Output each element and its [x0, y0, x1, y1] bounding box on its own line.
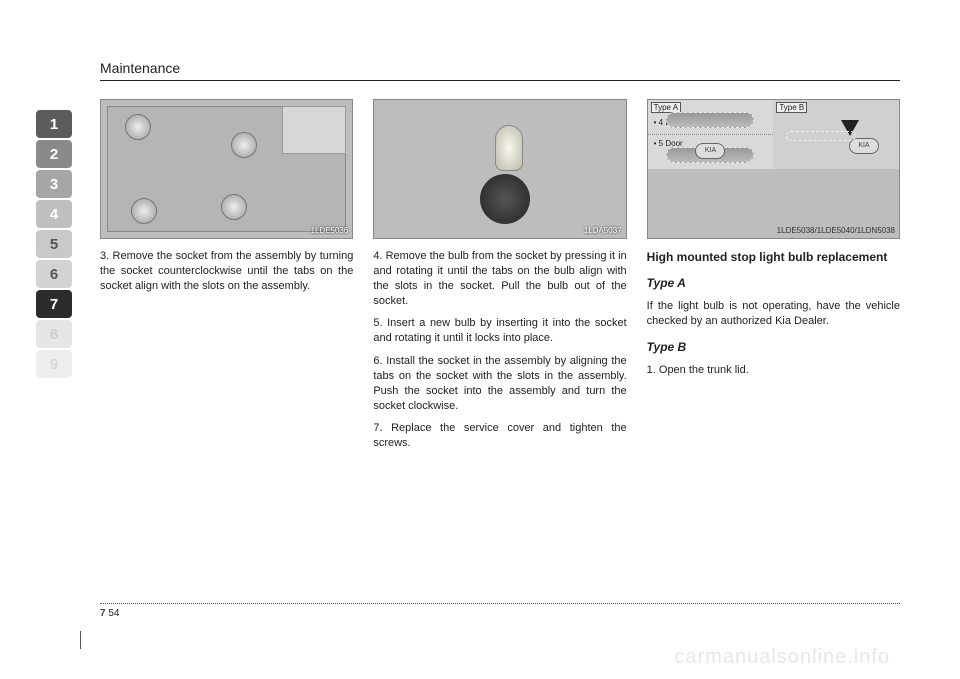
watermark: carmanualsonline.info	[674, 646, 890, 669]
inset-detail-graphic	[282, 106, 346, 154]
socket-hole-icon	[131, 198, 157, 224]
footer-tick	[80, 631, 81, 649]
type-b-step-1: 1. Open the trunk lid.	[647, 363, 900, 378]
tab-7: 7	[36, 290, 72, 318]
figure-caption: 1LDA5037	[584, 226, 622, 235]
tab-9: 9	[36, 350, 72, 378]
type-b-label: Type B	[776, 102, 807, 113]
step-7: 7. Replace the service cover and tighten…	[373, 421, 626, 451]
tab-label: 8	[50, 326, 58, 343]
subsection-heading: High mounted stop light bulb replacement	[647, 249, 900, 265]
bulb-graphic	[495, 125, 523, 171]
section-title: Maintenance	[100, 60, 900, 76]
socket-graphic	[480, 174, 530, 224]
step-6: 6. Install the socket in the assembly by…	[373, 354, 626, 413]
figure-socket-assembly: 1LDE5036	[100, 99, 353, 239]
tab-label: 6	[50, 266, 58, 283]
brake-light-graphic	[786, 131, 856, 141]
step-5: 5. Insert a new bulb by inserting it int…	[373, 316, 626, 346]
page-footer: 7 54	[100, 603, 900, 619]
chapter-number: 7	[100, 608, 106, 619]
tab-label: 2	[50, 146, 58, 163]
tab-label: 1	[50, 116, 58, 133]
tab-label: 3	[50, 176, 58, 193]
column-3: Type A • 4 Door • 5 Door KIA Type	[647, 99, 900, 459]
type-a-heading: Type A	[647, 275, 900, 291]
tab-3: 3	[36, 170, 72, 198]
socket-hole-icon	[221, 194, 247, 220]
page-number: 54	[108, 608, 119, 619]
tab-label: 5	[50, 236, 58, 253]
chapter-tabs: 1 2 3 4 5 6 7 8 9	[36, 110, 72, 380]
figure-panels: Type A • 4 Door • 5 Door KIA Type	[648, 100, 899, 238]
panel-type-b: Type B KIA	[773, 100, 899, 169]
panel-type-a: Type A • 4 Door • 5 Door KIA	[648, 100, 774, 169]
body-text: 4. Remove the bulb from the socket by pr…	[373, 249, 626, 451]
page: Maintenance 1 2 3 4 5 6 7 8 9 1LDE5036 3…	[0, 0, 960, 679]
type-a-text: If the light bulb is not operating, have…	[647, 299, 900, 329]
panel-4-door: Type A • 4 Door	[648, 100, 774, 135]
tab-label: 4	[50, 206, 58, 223]
step-3: 3. Remove the socket from the assembly b…	[100, 249, 353, 294]
tab-2: 2	[36, 140, 72, 168]
panel-5-door: • 5 Door KIA	[648, 135, 774, 169]
socket-hole-icon	[231, 132, 257, 158]
tab-8: 8	[36, 320, 72, 348]
figure-caption: 1LDE5038/1LDE5040/1LDN5038	[777, 226, 895, 235]
panel-top-row: Type A • 4 Door • 5 Door KIA Type	[648, 100, 899, 169]
kia-badge: KIA	[695, 143, 725, 159]
column-2: 1LDA5037 4. Remove the bulb from the soc…	[373, 99, 626, 459]
figure-bulb-socket: 1LDA5037	[373, 99, 626, 239]
type-b-heading: Type B	[647, 339, 900, 355]
tab-label: 9	[50, 356, 58, 373]
tab-6: 6	[36, 260, 72, 288]
socket-hole-icon	[125, 114, 151, 140]
tab-5: 5	[36, 230, 72, 258]
figure-caption: 1LDE5036	[311, 226, 349, 235]
body-text: 3. Remove the socket from the assembly b…	[100, 249, 353, 294]
tab-4: 4	[36, 200, 72, 228]
page-header: Maintenance	[100, 60, 900, 81]
type-a-label: Type A	[651, 102, 681, 113]
body-text: High mounted stop light bulb replacement…	[647, 249, 900, 378]
brake-light-graphic	[667, 112, 755, 128]
tab-1: 1	[36, 110, 72, 138]
step-4: 4. Remove the bulb from the socket by pr…	[373, 249, 626, 308]
figure-stop-light-types: Type A • 4 Door • 5 Door KIA Type	[647, 99, 900, 239]
content-columns: 1LDE5036 3. Remove the socket from the a…	[100, 99, 900, 459]
tab-label: 7	[50, 296, 58, 313]
column-1: 1LDE5036 3. Remove the socket from the a…	[100, 99, 353, 459]
